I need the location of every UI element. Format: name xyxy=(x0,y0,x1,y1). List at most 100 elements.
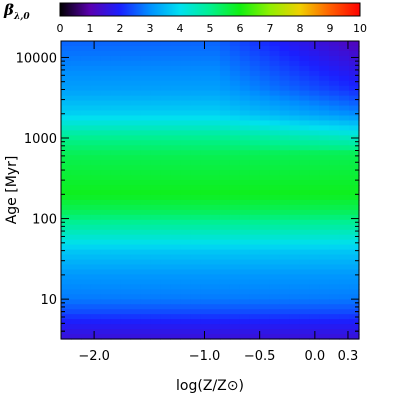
heatmap-cell xyxy=(170,304,181,310)
heatmap-cell xyxy=(269,90,281,97)
heatmap-cell xyxy=(200,190,211,196)
heatmap-cell xyxy=(200,50,211,57)
heatmap-cell xyxy=(219,90,231,97)
heatmap-cell xyxy=(170,120,181,127)
heatmap-cell xyxy=(200,155,211,161)
heatmap-cell xyxy=(339,80,350,87)
heatmap-cell xyxy=(269,314,281,320)
heatmap-cell xyxy=(309,304,320,310)
heatmap-cell xyxy=(239,150,251,156)
heatmap-cell xyxy=(229,279,241,285)
heatmap-cell xyxy=(90,309,102,315)
heatmap-cell xyxy=(269,85,281,92)
heatmap-cell xyxy=(190,60,201,67)
heatmap-cell xyxy=(140,165,151,171)
heatmap-cell xyxy=(269,249,281,256)
heatmap-cell xyxy=(299,274,310,280)
heatmap-cell xyxy=(349,244,360,251)
heatmap-cell xyxy=(309,60,320,67)
heatmap-cell xyxy=(259,180,271,186)
heatmap-cell xyxy=(90,269,102,276)
heatmap-cell xyxy=(309,120,320,127)
heatmap-cell xyxy=(329,100,340,107)
heatmap-cell xyxy=(180,175,191,181)
heatmap-cell xyxy=(249,254,261,261)
heatmap-cell xyxy=(279,70,291,77)
heatmap-cell xyxy=(249,110,261,117)
heatmap-cell xyxy=(150,264,161,271)
heatmap-cell xyxy=(90,244,102,251)
heatmap-cell xyxy=(130,279,142,285)
heatmap-cell xyxy=(150,60,161,67)
heatmap-cell xyxy=(279,329,291,335)
heatmap-cell xyxy=(309,75,320,82)
heatmap-cell xyxy=(249,259,261,266)
heatmap-cell xyxy=(219,219,231,226)
heatmap-cell xyxy=(229,269,241,276)
heatmap-cell xyxy=(110,60,122,67)
heatmap-cell xyxy=(80,314,92,320)
heatmap-cell xyxy=(239,190,251,196)
heatmap-cell xyxy=(150,209,161,216)
heatmap-cell xyxy=(279,41,291,47)
heatmap-cell xyxy=(90,175,102,181)
heatmap-cell xyxy=(249,130,261,136)
heatmap-cell xyxy=(150,175,161,181)
heatmap-cell xyxy=(170,254,181,261)
heatmap-cell xyxy=(170,135,181,141)
heatmap-cell xyxy=(219,264,231,271)
heatmap-cell xyxy=(160,175,171,181)
heatmap-cell xyxy=(229,135,241,141)
heatmap-cell xyxy=(200,75,211,82)
heatmap-cell xyxy=(120,334,132,340)
heatmap-cell xyxy=(100,209,112,216)
heatmap-cell xyxy=(339,125,350,131)
heatmap-cell xyxy=(61,249,72,256)
heatmap-cell xyxy=(120,284,132,290)
heatmap-cell xyxy=(249,234,261,241)
heatmap-cell xyxy=(349,170,360,176)
heatmap-cell xyxy=(180,224,191,231)
heatmap-cell xyxy=(180,41,191,47)
heatmap-cell xyxy=(80,329,92,335)
heatmap-cell xyxy=(349,324,360,330)
heatmap-cell xyxy=(279,234,291,241)
heatmap-cell xyxy=(90,209,102,216)
heatmap-cell xyxy=(269,294,281,300)
heatmap-cell xyxy=(190,269,201,276)
heatmap-cell xyxy=(160,125,171,131)
heatmap-cell xyxy=(210,155,221,161)
heatmap-cell xyxy=(170,259,181,266)
heatmap-cell xyxy=(239,120,251,127)
heatmap-cell xyxy=(150,194,161,201)
heatmap-cell xyxy=(130,85,142,92)
heatmap-cell xyxy=(140,150,151,156)
heatmap-cell xyxy=(329,85,340,92)
heatmap-cell xyxy=(90,60,102,67)
heatmap-cell xyxy=(329,115,340,122)
heatmap-cell xyxy=(80,185,92,191)
heatmap-cell xyxy=(249,50,261,57)
heatmap-cell xyxy=(339,140,350,146)
heatmap-cell xyxy=(229,80,241,87)
heatmap-cell xyxy=(269,75,281,82)
heatmap-cell xyxy=(329,264,340,271)
heatmap-cell xyxy=(100,120,112,127)
heatmap-cell xyxy=(269,100,281,107)
heatmap-cell xyxy=(349,41,360,47)
heatmap-cell xyxy=(219,65,231,72)
heatmap-cell xyxy=(100,65,112,72)
heatmap-cell xyxy=(210,110,221,117)
heatmap-cell xyxy=(279,309,291,315)
heatmap-cell xyxy=(190,135,201,141)
heatmap-cell xyxy=(210,319,221,325)
heatmap-cell xyxy=(289,209,300,216)
heatmap-cell xyxy=(160,135,171,141)
heatmap-cell xyxy=(200,259,211,266)
heatmap-cell xyxy=(61,279,72,285)
colorbar-tick-label: 8 xyxy=(297,22,304,35)
heatmap-cell xyxy=(339,239,350,246)
heatmap-cell xyxy=(100,199,112,206)
heatmap-cell xyxy=(219,239,231,246)
heatmap-cell xyxy=(299,299,310,305)
